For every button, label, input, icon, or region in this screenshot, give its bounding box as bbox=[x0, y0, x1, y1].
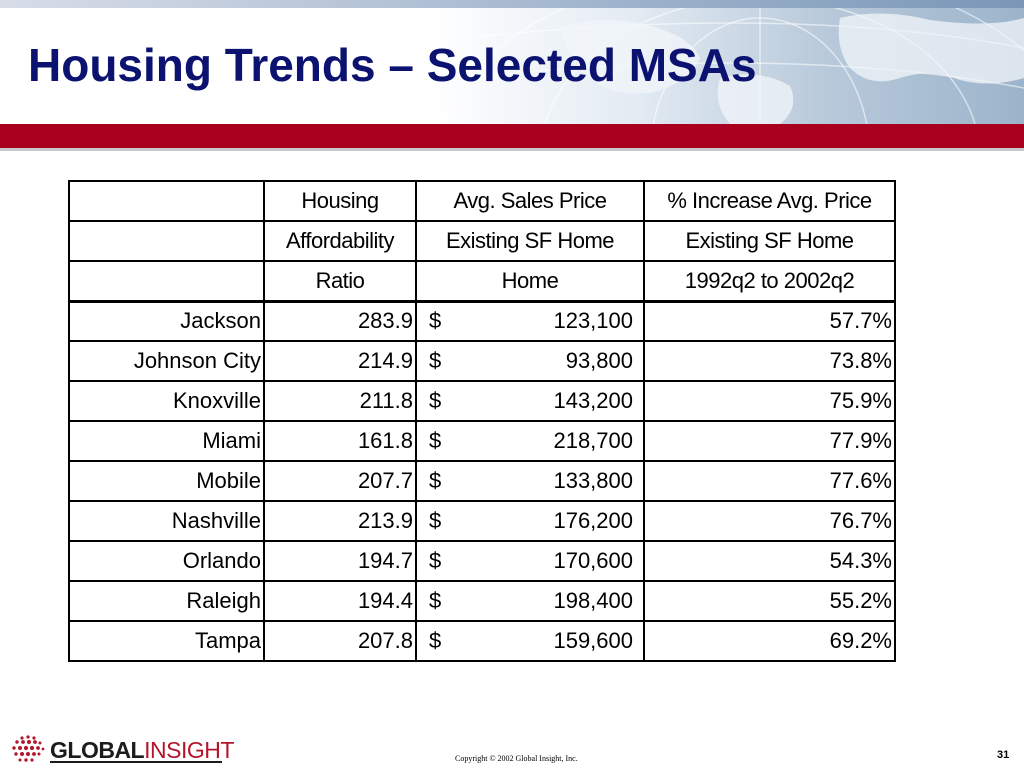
table-row: Raleigh 194.4 $198,400 55.2% bbox=[69, 581, 895, 622]
table-row: Mobile 207.7 $133,800 77.6% bbox=[69, 461, 895, 502]
header-cell bbox=[69, 181, 265, 222]
price-amount: 133,800 bbox=[553, 468, 633, 493]
msa-name: Tampa bbox=[69, 621, 265, 661]
price-amount: 143,200 bbox=[553, 388, 633, 413]
logo-wordmark: GLOBALINSIGHT bbox=[50, 737, 234, 764]
avg-sales-price: $133,800 bbox=[416, 461, 645, 502]
msa-name: Miami bbox=[69, 421, 265, 462]
msa-name: Orlando bbox=[69, 541, 265, 582]
currency-symbol: $ bbox=[429, 348, 442, 373]
price-amount: 123,100 bbox=[553, 308, 633, 334]
divider-shadow-line bbox=[0, 148, 1024, 151]
percent-increase: 77.6% bbox=[644, 461, 895, 502]
header-cell bbox=[69, 221, 265, 262]
percent-increase: 54.3% bbox=[644, 541, 895, 582]
percent-increase: 57.7% bbox=[644, 301, 895, 342]
top-strip bbox=[0, 0, 1024, 8]
header-globe-background bbox=[0, 8, 1024, 124]
affordability-ratio: 283.9 bbox=[264, 301, 417, 342]
table-row: Tampa 207.8 $159,600 69.2% bbox=[69, 621, 895, 661]
header-cell: Ratio bbox=[264, 261, 417, 303]
header-cell: % Increase Avg. Price bbox=[644, 181, 895, 222]
affordability-ratio: 161.8 bbox=[264, 421, 417, 462]
logo-word-insight: INSIGHT bbox=[144, 737, 234, 763]
affordability-ratio: 211.8 bbox=[264, 381, 417, 422]
table-row: Miami 161.8 $218,700 77.9% bbox=[69, 421, 895, 462]
price-amount: 176,200 bbox=[553, 508, 633, 533]
percent-increase: 73.8% bbox=[644, 341, 895, 382]
avg-sales-price: $198,400 bbox=[416, 581, 645, 622]
logo-word-global: GLOBAL bbox=[50, 737, 145, 763]
red-divider-band bbox=[0, 124, 1024, 148]
affordability-ratio: 207.8 bbox=[264, 621, 417, 661]
avg-sales-price: $218,700 bbox=[416, 421, 645, 462]
globe-dots-icon bbox=[12, 735, 45, 762]
affordability-ratio: 194.4 bbox=[264, 581, 417, 622]
price-amount: 93,800 bbox=[565, 348, 633, 373]
price-amount: 198,400 bbox=[553, 588, 633, 613]
table-row: Orlando 194.7 $170,600 54.3% bbox=[69, 541, 895, 582]
currency-symbol: $ bbox=[429, 628, 442, 653]
currency-symbol: $ bbox=[429, 388, 442, 413]
avg-sales-price: $170,600 bbox=[416, 541, 645, 582]
msa-name: Jackson bbox=[69, 301, 265, 342]
table-row: Knoxville 211.8 $143,200 75.9% bbox=[69, 381, 895, 422]
currency-symbol: $ bbox=[429, 508, 442, 533]
percent-increase: 75.9% bbox=[644, 381, 895, 422]
affordability-ratio: 214.9 bbox=[264, 341, 417, 382]
slide-title: Housing Trends – Selected MSAs bbox=[28, 39, 757, 91]
percent-increase: 76.7% bbox=[644, 501, 895, 542]
currency-symbol: $ bbox=[429, 428, 442, 453]
msa-name: Mobile bbox=[69, 461, 265, 502]
page-number: 31 bbox=[997, 749, 1010, 761]
copyright-text: Copyright © 2002 Global Insight, Inc. bbox=[455, 754, 578, 763]
header-cell: Home bbox=[416, 261, 645, 303]
table-row: Johnson City 214.9 $93,800 73.8% bbox=[69, 341, 895, 382]
avg-sales-price: $93,800 bbox=[416, 341, 645, 382]
header-cell: Existing SF Home bbox=[416, 221, 645, 262]
housing-trends-table: Housing Avg. Sales Price % Increase Avg.… bbox=[68, 180, 896, 662]
currency-symbol: $ bbox=[429, 548, 442, 573]
header-cell: Affordability bbox=[264, 221, 417, 262]
msa-name: Knoxville bbox=[69, 381, 265, 422]
price-amount: 159,600 bbox=[553, 628, 633, 653]
percent-increase: 55.2% bbox=[644, 581, 895, 622]
avg-sales-price: $159,600 bbox=[416, 621, 645, 661]
avg-sales-price: $176,200 bbox=[416, 501, 645, 542]
price-amount: 218,700 bbox=[553, 428, 633, 453]
logo-underline bbox=[50, 761, 222, 763]
header-cell: Housing bbox=[264, 181, 417, 222]
percent-increase: 69.2% bbox=[829, 628, 892, 653]
msa-name: Nashville bbox=[69, 501, 265, 542]
header-cell: Existing SF Home bbox=[644, 221, 895, 262]
percent-increase: 77.9% bbox=[644, 421, 895, 462]
table-header-row-2: Affordability Existing SF Home Existing … bbox=[69, 221, 895, 262]
currency-symbol: $ bbox=[429, 468, 442, 493]
affordability-ratio: 213.9 bbox=[264, 501, 417, 542]
currency-symbol: $ bbox=[429, 588, 442, 613]
table-row: Jackson 283.9 $123,100 57.7% bbox=[69, 301, 895, 342]
avg-sales-price: $143,200 bbox=[416, 381, 645, 422]
currency-symbol: $ bbox=[429, 308, 442, 334]
affordability-ratio: 194.7 bbox=[264, 541, 417, 582]
msa-name: Raleigh bbox=[69, 581, 265, 622]
table-header-row-3: Ratio Home 1992q2 to 2002q2 bbox=[69, 261, 895, 303]
price-amount: 170,600 bbox=[553, 548, 633, 573]
avg-sales-price: $123,100 bbox=[416, 301, 645, 342]
global-insight-logo: GLOBALINSIGHT bbox=[8, 733, 248, 765]
header-cell bbox=[69, 261, 265, 303]
msa-name: Johnson City bbox=[69, 341, 265, 382]
globe-map-graphic bbox=[343, 8, 1024, 124]
table-header-row-1: Housing Avg. Sales Price % Increase Avg.… bbox=[69, 181, 895, 222]
affordability-ratio: 207.7 bbox=[264, 461, 417, 502]
header-cell: 1992q2 to 2002q2 bbox=[644, 261, 895, 303]
table-row: Nashville 213.9 $176,200 76.7% bbox=[69, 501, 895, 542]
header-cell: Avg. Sales Price bbox=[416, 181, 645, 222]
